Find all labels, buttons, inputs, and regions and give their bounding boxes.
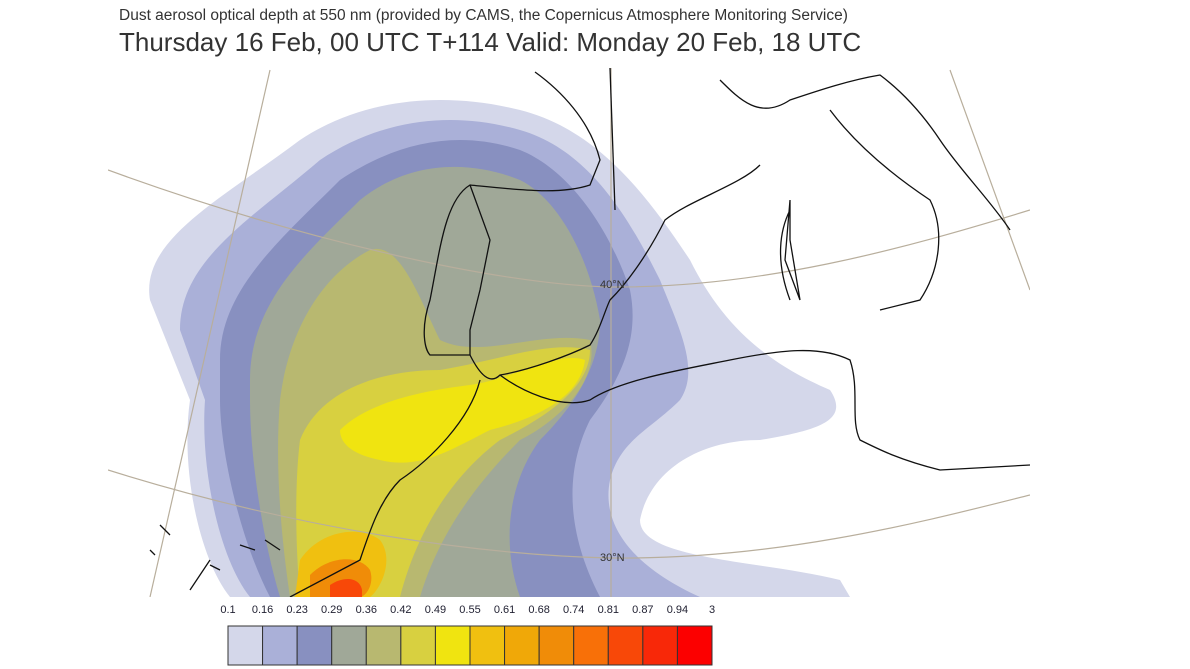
legend-label: 0.29 [321, 604, 342, 616]
legend-label: 0.16 [252, 604, 273, 616]
legend-swatch [642, 625, 678, 666]
legend-label: 0.49 [425, 604, 446, 616]
legend-swatch [400, 625, 436, 666]
legend-swatch [365, 625, 402, 666]
legend-label: 0.1 [220, 604, 235, 616]
legend-label: 0.36 [356, 604, 377, 616]
coastlines [149, 68, 1030, 597]
legend-swatch [676, 625, 713, 666]
legend-label: 0.94 [667, 604, 688, 616]
graticule [108, 68, 1030, 597]
legend-label: 0.81 [598, 604, 619, 616]
dust-field [149, 100, 850, 597]
legend-label: 0.87 [632, 604, 653, 616]
legend-swatch [296, 625, 333, 666]
legend-swatch [434, 625, 471, 666]
legend-swatch [607, 625, 644, 666]
legend-swatch [538, 625, 575, 666]
graticule-label: 30°N [600, 552, 625, 564]
dust-region [330, 578, 362, 597]
legend-label: 0.23 [286, 604, 307, 616]
legend-label: 0.55 [459, 604, 480, 616]
subtitle: Thursday 16 Feb, 00 UTC T+114 Valid: Mon… [119, 27, 862, 57]
title: Dust aerosol optical depth at 550 nm (pr… [119, 7, 848, 24]
legend-label: 0.61 [494, 604, 515, 616]
legend-label: 3 [709, 604, 715, 616]
legend: 0.1 0.16 0.23 0.29 0.36 0.42 0.49 0.55 0.61 0.68 0… [220, 604, 715, 666]
legend-swatch [331, 625, 367, 666]
legend-label: 0.42 [390, 604, 411, 616]
legend-label: 0.68 [528, 604, 549, 616]
legend-swatch [469, 625, 506, 666]
dust-region [340, 357, 585, 463]
legend-swatch [227, 625, 264, 666]
legend-swatch [504, 625, 540, 666]
legend-swatch [262, 625, 298, 666]
legend-swatch [573, 625, 609, 666]
graticule-label: 40°N [600, 279, 625, 291]
legend-label: 0.74 [563, 604, 584, 616]
